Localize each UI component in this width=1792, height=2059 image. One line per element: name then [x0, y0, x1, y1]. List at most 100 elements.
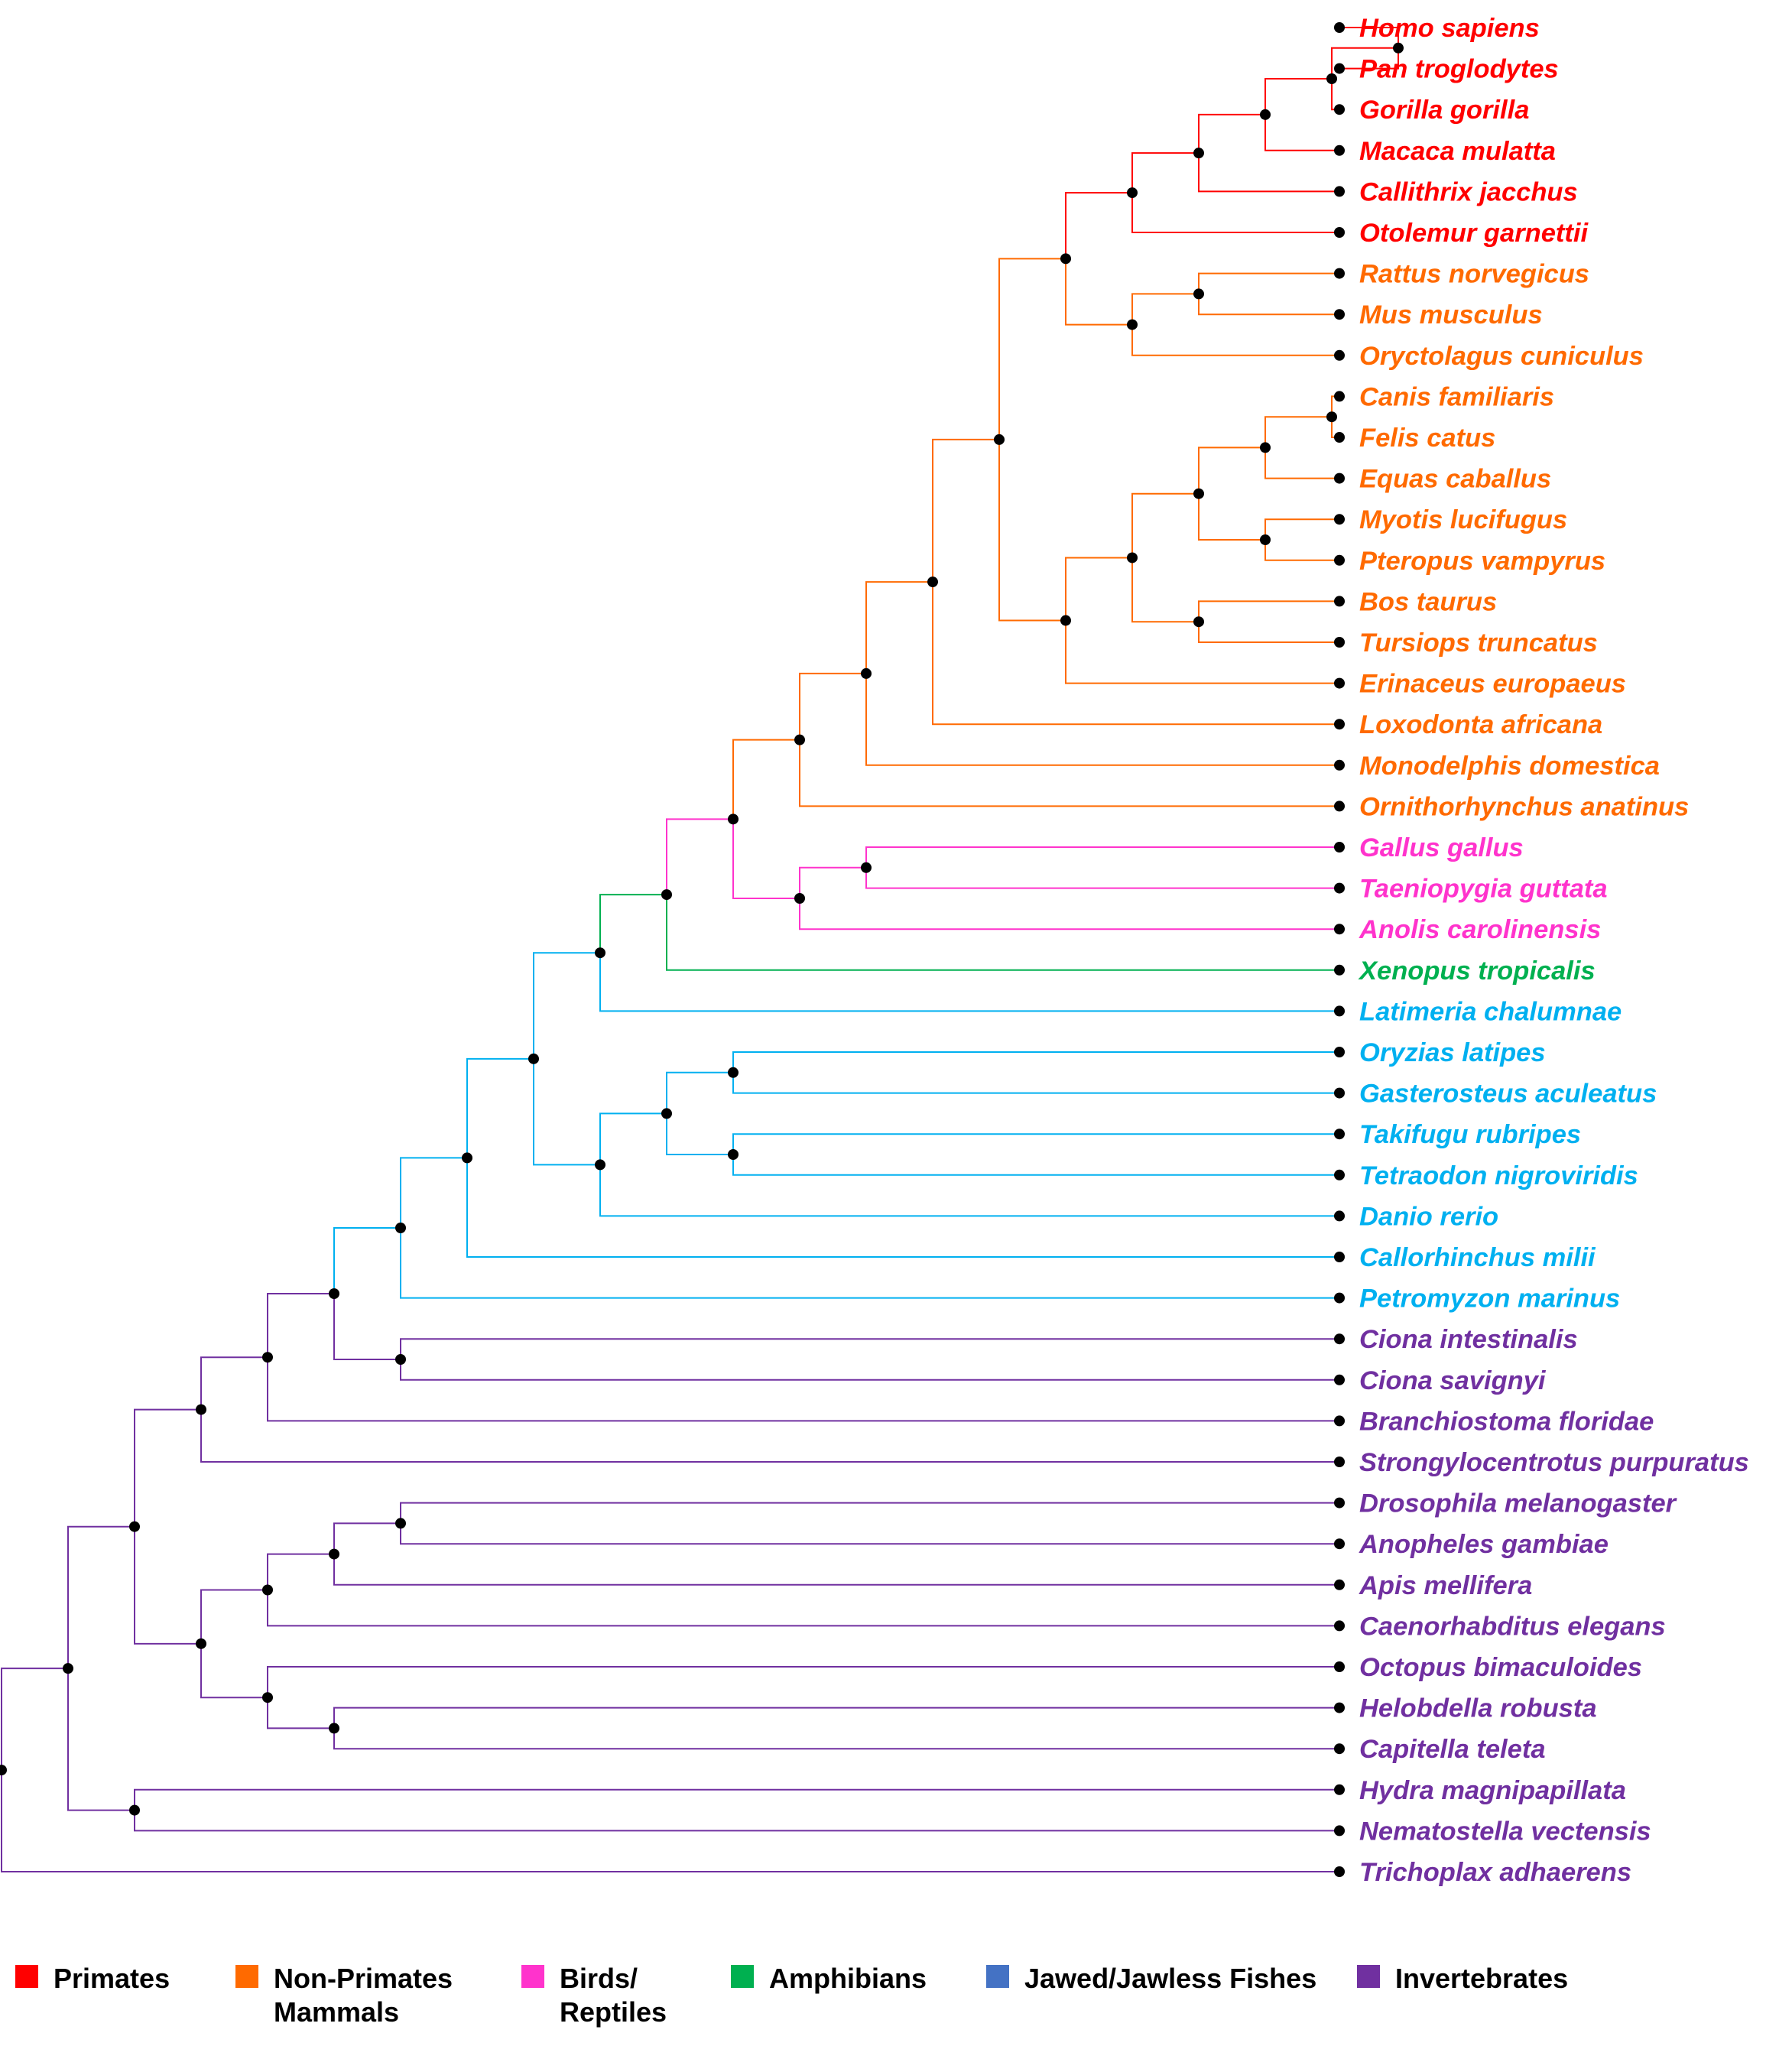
taxon-label-homo-sapiens: Homo sapiens: [1359, 14, 1540, 43]
internal-node-1: [1393, 42, 1404, 54]
tip-node-petromyzon-marinus: [1334, 1292, 1345, 1304]
taxon-label-monodelphis-domestica: Monodelphis domestica: [1359, 752, 1660, 781]
tree-branch: [932, 582, 1339, 726]
taxon-label-loxodonta-africana: Loxodonta africana: [1359, 710, 1602, 739]
tree-branch: [599, 953, 1339, 1012]
tree-branch: [333, 1554, 1339, 1586]
taxon-label-strongylocentrotus-purpuratus: Strongylocentrotus purpuratus: [1359, 1448, 1749, 1477]
taxon-label-macaca-mulatta: Macaca mulatta: [1359, 137, 1556, 166]
taxon-label-danio-rerio: Danio rerio: [1359, 1202, 1498, 1231]
internal-node-34: [262, 1352, 273, 1363]
internal-node-33: [329, 1288, 339, 1300]
legend-swatch-invertebrates: [1357, 1965, 1380, 1988]
tree-branch: [865, 867, 1339, 889]
tree-branches: [0, 27, 1399, 1872]
tree-branch: [998, 258, 1066, 440]
tree-branch: [732, 819, 800, 899]
tip-node-apis-mellifera: [1334, 1579, 1345, 1590]
tree-branch: [1198, 153, 1339, 193]
tip-node-xenopus-tropicalis: [1334, 964, 1345, 976]
tip-node-callithrix-jacchus: [1334, 186, 1345, 197]
tree-branch: [732, 1155, 1339, 1176]
tree-branch: [333, 1227, 401, 1294]
tip-node-pteropus-vampyrus: [1334, 554, 1345, 566]
taxon-label-anolis-carolinensis: Anolis carolinensis: [1359, 915, 1601, 944]
taxon-label-trichoplax-adhaerens: Trichoplax adhaerens: [1359, 1858, 1631, 1887]
tip-node-equas-caballus: [1334, 473, 1345, 484]
tree-branch: [134, 1810, 1339, 1832]
taxon-label-canis-familiaris: Canis familiaris: [1359, 382, 1554, 411]
legend-label-amphibians: Amphibians: [769, 1963, 927, 1994]
internal-node-45: [0, 1765, 7, 1776]
tip-node-rattus-norvegicus: [1334, 268, 1345, 279]
tree-branch: [732, 1072, 1339, 1094]
tree-branch: [599, 1112, 667, 1165]
tip-node-myotis-lucifugus: [1334, 514, 1345, 525]
tree-branch: [400, 1228, 1339, 1299]
internal-node-36: [395, 1518, 406, 1529]
internal-node-5: [1127, 187, 1138, 199]
tree-branch: [67, 1668, 135, 1811]
taxon-label-pan-troglodytes: Pan troglodytes: [1359, 55, 1559, 84]
taxon-label-ciona-intestinalis: Ciona intestinalis: [1359, 1325, 1578, 1354]
tree-branch: [267, 1666, 1339, 1698]
tree-branch: [666, 1071, 733, 1114]
tree-branch: [599, 894, 667, 953]
tree-branch: [200, 1356, 268, 1410]
tree-branch: [267, 1590, 1339, 1627]
tree-branch: [1198, 113, 1265, 154]
tree-branch: [134, 1788, 1339, 1811]
internal-node-4: [1193, 148, 1204, 159]
tree-branch: [333, 1707, 1339, 1729]
taxon-label-pteropus-vampyrus: Pteropus vampyrus: [1359, 547, 1605, 576]
internal-node-44: [63, 1663, 73, 1674]
internal-node-2: [1326, 73, 1337, 84]
legend-label-fishes: Jawed/Jawless Fishes: [1024, 1963, 1316, 1994]
taxon-label-latimeria-chalumnae: Latimeria chalumnae: [1359, 997, 1622, 1026]
internal-node-23: [661, 889, 672, 901]
legend-swatch-mammals: [235, 1965, 258, 1988]
tree-branch: [1065, 192, 1132, 259]
internal-node-28: [595, 1159, 605, 1171]
legend-label-birds: Reptiles: [560, 1996, 667, 2028]
internal-node-30: [462, 1152, 472, 1164]
tip-node-otolemur-garnettii: [1334, 227, 1345, 238]
tip-node-takifugu-rubripes: [1334, 1129, 1345, 1140]
tip-node-anolis-carolinensis: [1334, 924, 1345, 935]
tip-node-caenorhabditus-elegans: [1334, 1620, 1345, 1632]
tip-node-tursiops-truncatus: [1334, 637, 1345, 648]
internal-node-25: [728, 1067, 739, 1078]
legend-label-primates: Primates: [54, 1963, 170, 1994]
tip-node-oryctolagus-cuniculus: [1334, 349, 1345, 361]
internal-node-13: [1193, 616, 1204, 628]
tip-node-ciona-savignyi: [1334, 1374, 1345, 1385]
internal-node-42: [129, 1521, 140, 1532]
tree-branch: [1131, 293, 1199, 325]
taxon-label-apis-mellifera: Apis mellifera: [1359, 1571, 1532, 1600]
tree-branch: [200, 1643, 268, 1699]
tree-branch: [333, 1728, 1339, 1750]
taxon-label-takifugu-rubripes: Takifugu rubripes: [1359, 1120, 1581, 1149]
taxon-label-myotis-lucifugus: Myotis lucifugus: [1359, 505, 1567, 534]
tip-node-bos-taurus: [1334, 596, 1345, 607]
internal-node-19: [794, 734, 805, 745]
legend-swatch-amphibians: [731, 1965, 754, 1988]
tree-branch: [1339, 47, 1399, 70]
tip-node-felis-catus: [1334, 432, 1345, 443]
internal-node-6: [1193, 288, 1204, 300]
tree-branch: [1264, 416, 1332, 448]
tree-branch: [799, 866, 866, 898]
taxon-label-caenorhabditus-elegans: Caenorhabditus elegans: [1359, 1612, 1666, 1641]
taxon-label-mus-musculus: Mus musculus: [1359, 300, 1543, 330]
tree-branch: [666, 1113, 733, 1155]
tree-branch: [533, 952, 600, 1059]
taxon-label-gallus-gallus: Gallus gallus: [1359, 833, 1524, 862]
internal-node-39: [329, 1723, 339, 1734]
tip-node-hydra-magnipapillata: [1334, 1784, 1345, 1795]
taxon-label-gasterosteus-aculeatus: Gasterosteus aculeatus: [1359, 1080, 1657, 1109]
tree-branch: [1198, 622, 1339, 643]
tree-branch: [1339, 27, 1399, 48]
internal-node-41: [196, 1638, 206, 1649]
tree-branch: [400, 1523, 1339, 1545]
